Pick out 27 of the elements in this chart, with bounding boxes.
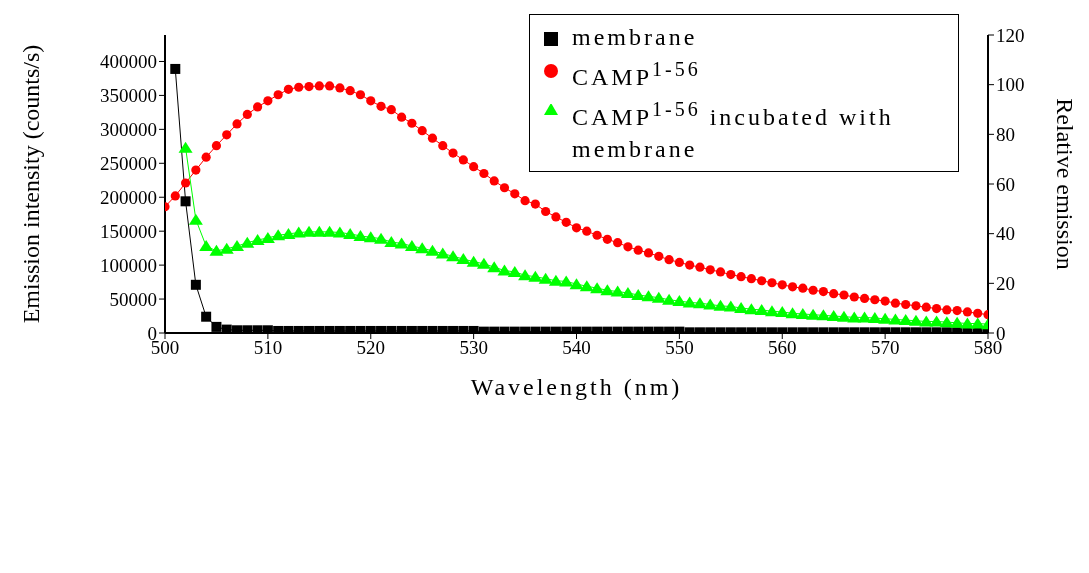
y2-tick-label: 20 xyxy=(996,273,1015,295)
x-tick-label: 570 xyxy=(870,337,900,359)
y-tick-label: 200000 xyxy=(100,186,157,208)
y-tick-label: 250000 xyxy=(100,153,157,175)
y2-tick-label: 60 xyxy=(996,173,1015,195)
x-axis-title: Wavelength (nm) xyxy=(470,374,683,400)
y-tick-label: 100000 xyxy=(100,254,157,276)
y2-tick-label: 80 xyxy=(996,124,1015,146)
y-tick-label: 50000 xyxy=(109,288,157,310)
y-tick-label: 400000 xyxy=(100,51,157,73)
legend-label: CAMP$^{1-56}$ incubated with membrane xyxy=(572,98,894,162)
x-tick-label: 520 xyxy=(356,337,385,359)
legend-label: membrane xyxy=(572,24,698,50)
x-tick-label: 550 xyxy=(665,337,694,359)
y2-tick-label: 40 xyxy=(996,223,1015,245)
x-tick-label: 510 xyxy=(253,337,283,359)
x-tick-label: 560 xyxy=(768,337,797,359)
y-tick-label: 350000 xyxy=(100,85,157,107)
y-axis-title: Emission intensity (counts/s) xyxy=(17,44,44,324)
y-tick-label: 300000 xyxy=(100,119,157,141)
y2-axis-title: Relative emission xyxy=(1052,98,1079,270)
y-tick-label: 150000 xyxy=(100,220,157,242)
y2-tick-label: 100 xyxy=(996,74,1025,96)
legend-label: CAMP$^{1-56}$ xyxy=(572,58,701,90)
y2-tick-label: 120 xyxy=(996,24,1025,46)
x-tick-label: 540 xyxy=(562,337,591,359)
x-tick-label: 530 xyxy=(459,337,488,359)
